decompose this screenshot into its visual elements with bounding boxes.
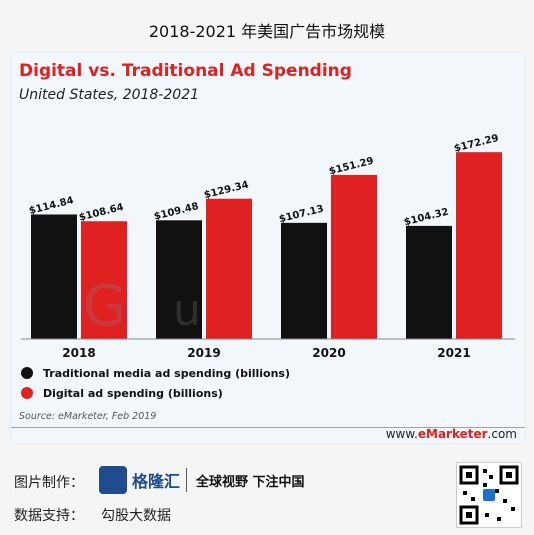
bar-traditional-2020	[281, 222, 327, 339]
bar-digital-2019	[206, 198, 252, 339]
chart-title: Digital vs. Traditional Ad Spending	[19, 61, 352, 81]
bar-traditional-2018	[31, 214, 77, 339]
legend-label-traditional: Traditional media ad spending (billions)	[43, 366, 291, 380]
data-label-traditional-2021: $104.32	[403, 207, 450, 229]
support-value: 勾股大数据	[101, 508, 171, 524]
legend-item-traditional: Traditional media ad spending (billions)	[21, 363, 290, 383]
url-suffix: .com	[487, 427, 517, 441]
made-by-label: 图片制作：	[14, 475, 84, 491]
page-title: 2018-2021 年美国广告市场规模	[148, 22, 386, 41]
bar-traditional-2021	[406, 225, 452, 339]
legend-swatch-traditional	[21, 367, 33, 379]
data-label-digital-2018: $108.64	[78, 202, 125, 224]
url-brand: eMarketer	[417, 427, 488, 441]
legend-swatch-digital	[21, 387, 33, 399]
data-label-traditional-2019: $109.48	[153, 201, 200, 223]
bar-chart: $114.84 $108.64 2018 $109.48$129.34 2019 $107…	[21, 133, 515, 360]
legend-label-digital: Digital ad spending (billions)	[43, 386, 223, 400]
chart-panel: Digital vs. Traditional Ad Spending Unit…	[10, 52, 526, 444]
logo-separator	[186, 468, 187, 492]
data-label-traditional-2018: $114.84	[28, 195, 75, 217]
x-tick-label-2018: 2018	[62, 346, 95, 360]
chart-subtitle: United States, 2018-2021	[19, 87, 200, 103]
data-label-digital-2019: $129.34	[203, 179, 250, 201]
brand-logo-text: 格隆汇	[132, 472, 181, 491]
slogan: 全球视野 下注中国	[196, 475, 305, 490]
footer: 图片制作： 格隆汇 全球视野 下注中国 数据支持： 勾股大数据	[0, 450, 534, 535]
x-tick-label-2019: 2019	[187, 346, 220, 360]
bar-digital-2018	[81, 221, 127, 339]
bar-traditional-2019	[156, 220, 202, 339]
x-tick-label-2020: 2020	[312, 346, 345, 360]
bar-digital-2021	[456, 152, 502, 339]
data-label-digital-2021: $172.29	[453, 133, 500, 155]
source-note: Source: eMarketer, Feb 2019	[19, 411, 157, 422]
data-label-digital-2020: $151.29	[328, 156, 375, 178]
brand-logo-icon	[99, 466, 127, 494]
legend: Traditional media ad spending (billions)…	[21, 363, 290, 403]
url-prefix: www.	[385, 427, 418, 441]
legend-item-digital: Digital ad spending (billions)	[21, 383, 290, 403]
qr-code-icon[interactable]	[456, 462, 522, 528]
data-label-traditional-2020: $107.13	[278, 204, 325, 226]
source-url: www.eMarketer.com	[386, 427, 517, 441]
x-tick-label-2021: 2021	[437, 346, 470, 360]
divider	[11, 427, 525, 428]
bar-digital-2020	[331, 174, 377, 339]
support-label: 数据支持：	[14, 508, 84, 524]
